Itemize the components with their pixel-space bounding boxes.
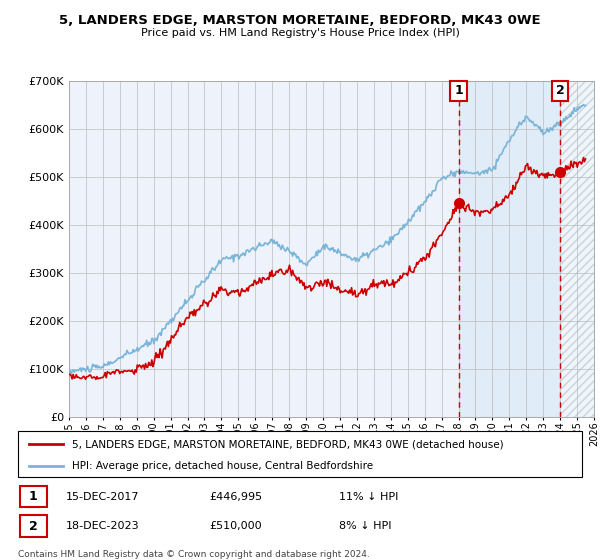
Text: 5, LANDERS EDGE, MARSTON MORETAINE, BEDFORD, MK43 0WE (detached house): 5, LANDERS EDGE, MARSTON MORETAINE, BEDF… bbox=[71, 439, 503, 449]
Text: HPI: Average price, detached house, Central Bedfordshire: HPI: Average price, detached house, Cent… bbox=[71, 461, 373, 470]
Text: 1: 1 bbox=[454, 85, 463, 97]
Text: 8% ↓ HPI: 8% ↓ HPI bbox=[340, 521, 392, 531]
Text: Contains HM Land Registry data © Crown copyright and database right 2024.
This d: Contains HM Land Registry data © Crown c… bbox=[18, 550, 370, 560]
Bar bbox=[560, 81, 600, 417]
Text: 1: 1 bbox=[29, 490, 38, 503]
Text: Price paid vs. HM Land Registry's House Price Index (HPI): Price paid vs. HM Land Registry's House … bbox=[140, 28, 460, 38]
Text: £446,995: £446,995 bbox=[210, 492, 263, 502]
Text: 2: 2 bbox=[29, 520, 38, 533]
Text: 5, LANDERS EDGE, MARSTON MORETAINE, BEDFORD, MK43 0WE: 5, LANDERS EDGE, MARSTON MORETAINE, BEDF… bbox=[59, 14, 541, 27]
Text: 2: 2 bbox=[556, 85, 565, 97]
Text: £510,000: £510,000 bbox=[210, 521, 262, 531]
Text: 18-DEC-2023: 18-DEC-2023 bbox=[66, 521, 140, 531]
Bar bbox=[20, 515, 47, 537]
Text: 11% ↓ HPI: 11% ↓ HPI bbox=[340, 492, 399, 502]
Bar bbox=[560, 81, 600, 417]
Text: 15-DEC-2017: 15-DEC-2017 bbox=[66, 492, 139, 502]
Bar bbox=[20, 486, 47, 507]
Bar bbox=[458, 81, 560, 417]
